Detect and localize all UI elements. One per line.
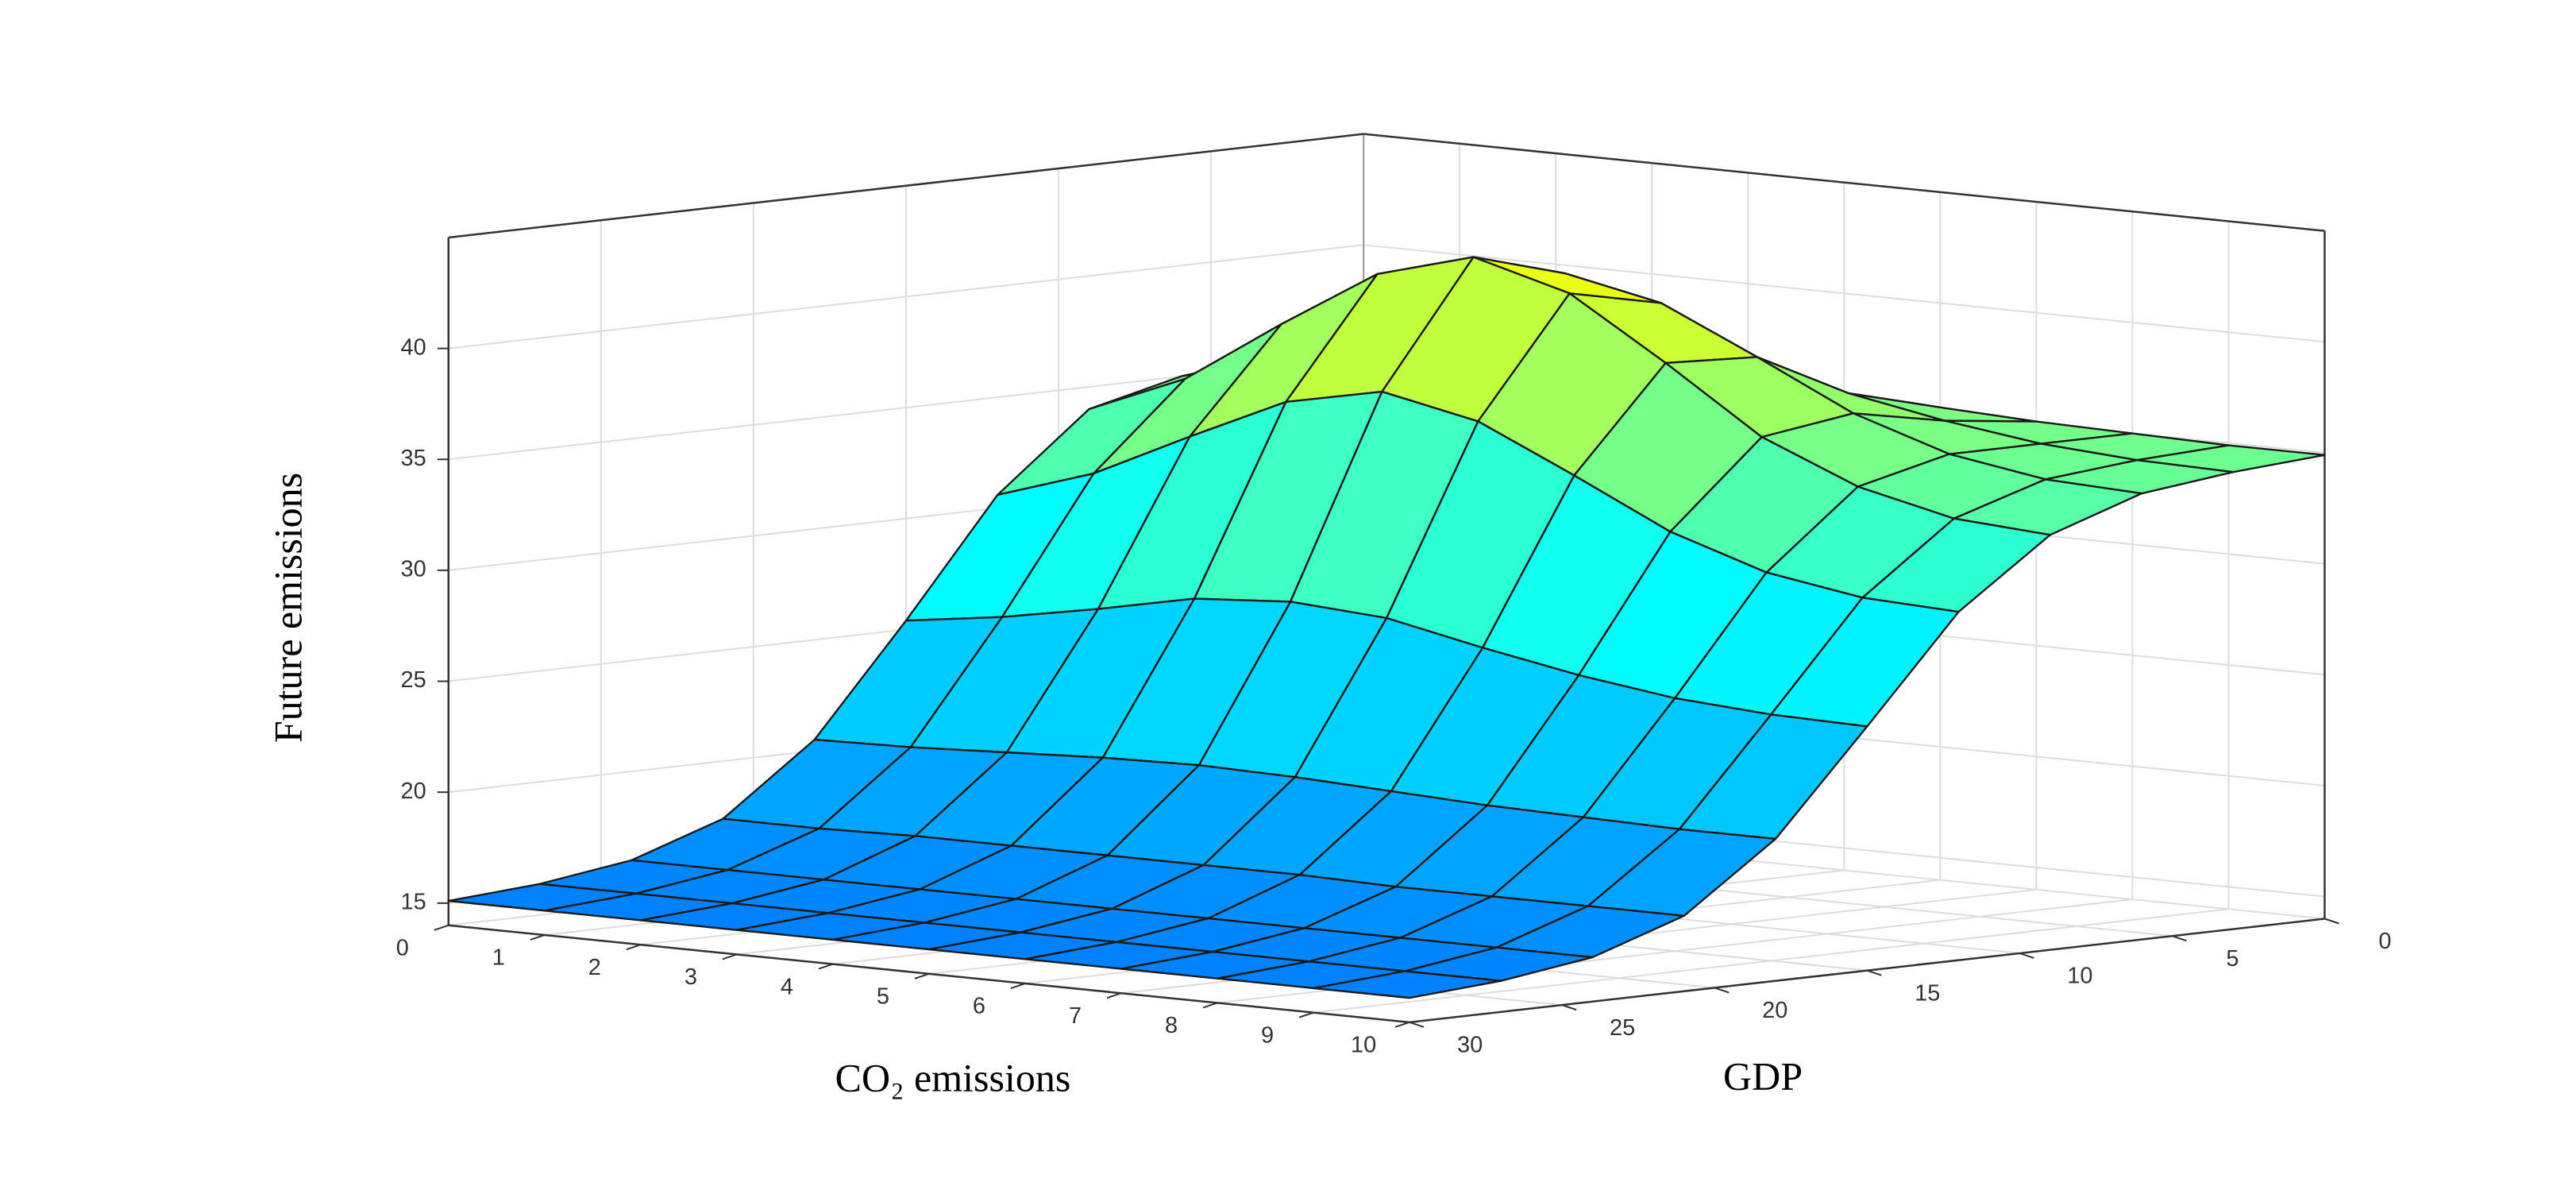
y-tick xyxy=(1561,1004,1577,1011)
x-tick xyxy=(1298,1011,1314,1018)
x-axis-label: CO₂ emissions xyxy=(835,1055,1071,1099)
y-tick xyxy=(2172,935,2187,942)
y-tick-label: 30 xyxy=(1457,1032,1483,1057)
y-tick xyxy=(2324,918,2339,925)
z-tick-label: 20 xyxy=(401,779,426,804)
y-tick xyxy=(2019,952,2034,959)
y-tick-label: 10 xyxy=(2067,964,2092,989)
x-tick-label: 2 xyxy=(588,955,601,980)
box-edge xyxy=(1363,133,2325,232)
y-tick-label: 5 xyxy=(2226,946,2239,972)
x-tick xyxy=(818,963,834,970)
x-tick xyxy=(1202,1002,1218,1009)
z-tick-label: 30 xyxy=(401,557,426,582)
x-tick-label: 9 xyxy=(1261,1022,1274,1048)
x-tick-label: 4 xyxy=(781,974,793,999)
x-tick xyxy=(1010,983,1026,989)
x-tick xyxy=(1106,992,1122,999)
y-tick xyxy=(1866,969,1882,976)
y-tick-label: 15 xyxy=(1915,980,1940,1006)
x-tick-label: 0 xyxy=(396,935,409,960)
z-tick-label: 40 xyxy=(401,334,426,360)
y-tick-label: 0 xyxy=(2378,929,2391,954)
labels: 15 20 25 30 35 40 0 1 2 3 4 5 6 7 8 9 10 0 5 10 15 20 25 30 CO₂ … xyxy=(265,334,2391,1099)
y-tick-label: 25 xyxy=(1610,1015,1635,1041)
surface xyxy=(447,256,2326,999)
x-tick-label: 5 xyxy=(877,983,889,1009)
x-tick xyxy=(530,934,546,941)
z-tick-label: 25 xyxy=(401,667,426,693)
surface-cell xyxy=(1312,970,1502,999)
box-edge xyxy=(448,133,1364,239)
x-tick xyxy=(722,953,738,960)
x-tick xyxy=(434,924,449,931)
x-tick-label: 1 xyxy=(492,945,505,971)
x-tick-label: 8 xyxy=(1165,1013,1178,1038)
x-tick xyxy=(626,944,642,951)
y-tick-label: 20 xyxy=(1762,998,1787,1023)
y-tick xyxy=(1714,987,1730,994)
x-tick xyxy=(1394,1021,1410,1028)
z-tick-label: 15 xyxy=(401,890,426,915)
x-tick-label: 7 xyxy=(1069,1003,1082,1029)
y-axis-label: GDP xyxy=(1723,1053,1803,1098)
x-tick xyxy=(914,972,930,980)
x-tick-label: 10 xyxy=(1351,1032,1376,1057)
z-tick-label: 35 xyxy=(401,446,426,471)
z-axis-label: Future emissions xyxy=(265,473,310,743)
x-tick-label: 6 xyxy=(973,994,985,1019)
x-tick-label: 3 xyxy=(684,964,697,990)
y-tick xyxy=(1409,1021,1425,1028)
